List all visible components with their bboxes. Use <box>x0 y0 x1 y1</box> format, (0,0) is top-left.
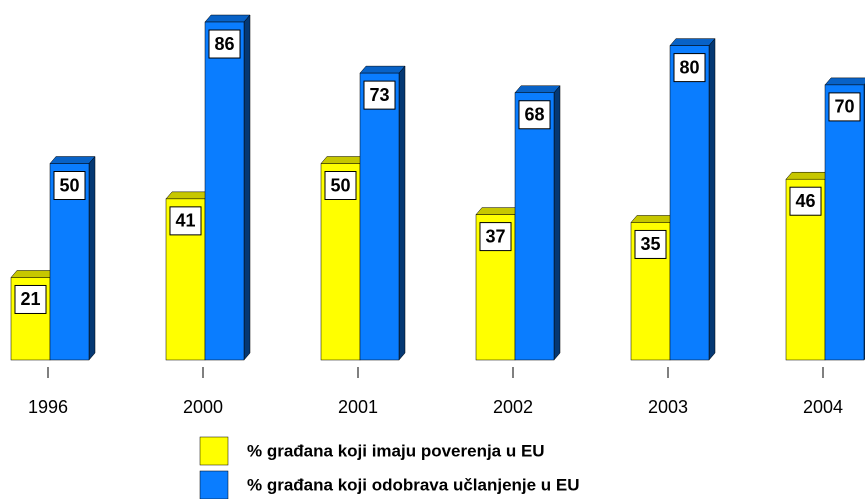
value-label: 50 <box>330 175 350 195</box>
bar-top <box>785 171 832 180</box>
bar-side <box>243 14 251 361</box>
bar-top <box>10 270 57 278</box>
bar-top <box>359 65 406 74</box>
x-tick-label: 2000 <box>183 397 223 417</box>
bar-top <box>824 77 865 86</box>
value-label-box <box>169 206 202 236</box>
bar-side <box>553 85 561 361</box>
bar <box>10 269 57 361</box>
bar-top <box>165 191 212 200</box>
x-tick-label: 1996 <box>28 397 68 417</box>
bar-side <box>398 65 406 361</box>
bar <box>514 85 561 361</box>
value-label: 46 <box>795 191 815 211</box>
value-label: 73 <box>369 85 389 105</box>
bar-top <box>669 38 716 46</box>
value-label-box <box>673 53 706 83</box>
bar-top <box>49 156 96 164</box>
value-label-box <box>479 222 512 252</box>
bar-top <box>204 14 251 23</box>
value-label-box <box>363 80 396 110</box>
value-label: 41 <box>175 211 195 231</box>
value-label-box <box>789 186 822 216</box>
bar-front <box>359 72 400 361</box>
value-label: 70 <box>834 97 854 117</box>
legend-swatch <box>199 470 229 499</box>
bar-side <box>708 37 716 361</box>
bar-top <box>630 215 677 223</box>
bar-top <box>320 156 367 164</box>
x-tick-label: 2004 <box>803 397 843 417</box>
value-label: 35 <box>640 234 660 254</box>
value-label: 37 <box>485 226 505 246</box>
bar-top <box>514 85 561 94</box>
legend-label: % građana koji imaju poverenja u EU <box>247 441 545 460</box>
value-label: 86 <box>214 34 234 54</box>
x-tick-label: 2002 <box>493 397 533 417</box>
bar <box>669 37 716 361</box>
x-tick-label: 2001 <box>338 397 378 417</box>
value-label-box <box>14 284 47 314</box>
value-label: 80 <box>679 57 699 77</box>
value-label: 68 <box>524 105 544 125</box>
bar <box>204 14 251 361</box>
value-label-box <box>324 171 357 200</box>
bar <box>359 65 406 361</box>
bar-front <box>669 45 710 361</box>
bar-front <box>514 92 555 361</box>
bar-top <box>475 207 522 215</box>
value-label-box <box>828 92 861 122</box>
value-label-box <box>208 29 241 59</box>
value-label-box <box>518 100 551 130</box>
bar-front <box>824 84 865 361</box>
value-label: 50 <box>59 175 79 195</box>
value-label-box <box>53 171 86 200</box>
bar-front <box>204 21 245 361</box>
x-tick-label: 2003 <box>648 397 688 417</box>
bar-side <box>88 155 96 361</box>
legend-swatch <box>199 436 229 466</box>
legend-label: % građana koji odobrava učlanjenje u EU <box>247 475 580 494</box>
value-label-box <box>634 229 667 259</box>
value-label: 21 <box>20 289 40 309</box>
